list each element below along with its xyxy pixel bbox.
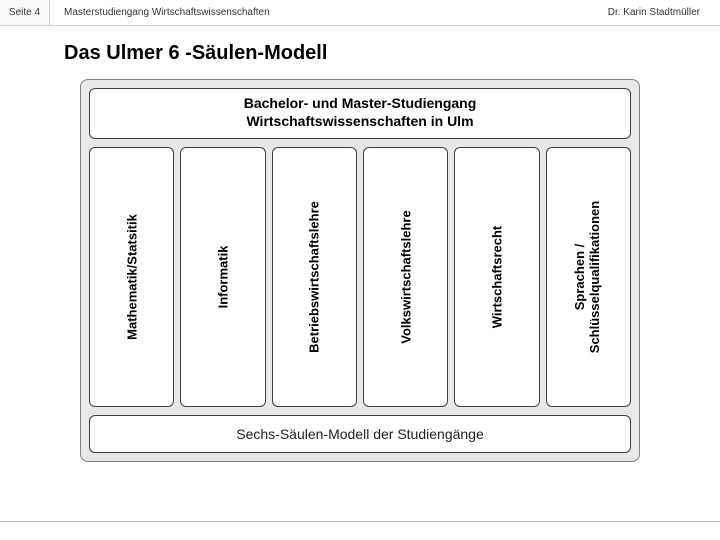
pillar-4-label: Volkswirtschaftslehre [398,210,413,343]
pillar-6: Sprachen / Schlüsselqualifikationen [546,147,631,407]
diagram-container: Bachelor- und Master-Studiengang Wirtsch… [0,79,720,462]
pillar-3: Betriebswirtschaftslehre [272,147,357,407]
pillar-6-label: Sprachen / Schlüsselqualifikationen [573,167,603,387]
pillar-diagram: Bachelor- und Master-Studiengang Wirtsch… [80,79,640,462]
diagram-header-line2: Wirtschaftswissenschaften in Ulm [90,113,630,131]
course-name: Masterstudiengang Wirtschaftswissenschaf… [50,0,570,25]
page-number: Seite 4 [0,0,50,25]
diagram-header-line1: Bachelor- und Master-Studiengang [90,95,630,113]
author-name: Dr. Karin Stadtmüller [570,0,720,25]
pillar-2: Informatik [180,147,265,407]
top-bar: Seite 4 Masterstudiengang Wirtschaftswis… [0,0,720,26]
diagram-header: Bachelor- und Master-Studiengang Wirtsch… [89,88,631,139]
pillar-1: Mathematik/Statsitik [89,147,174,407]
pillar-2-label: Informatik [215,246,230,309]
diagram-footer: Sechs-Säulen-Modell der Studiengänge [89,415,631,453]
pillar-3-label: Betriebswirtschaftslehre [307,201,322,353]
bottom-rule [0,521,720,522]
pillar-4: Volkswirtschaftslehre [363,147,448,407]
slide-page: Seite 4 Masterstudiengang Wirtschaftswis… [0,0,720,540]
pillar-5-label: Wirtschaftsrecht [489,226,504,328]
pillars-row: Mathematik/Statsitik Informatik Betriebs… [89,147,631,407]
page-title: Das Ulmer 6 -Säulen-Modell [0,26,720,79]
pillar-5: Wirtschaftsrecht [454,147,539,407]
pillar-1-label: Mathematik/Statsitik [124,214,139,340]
